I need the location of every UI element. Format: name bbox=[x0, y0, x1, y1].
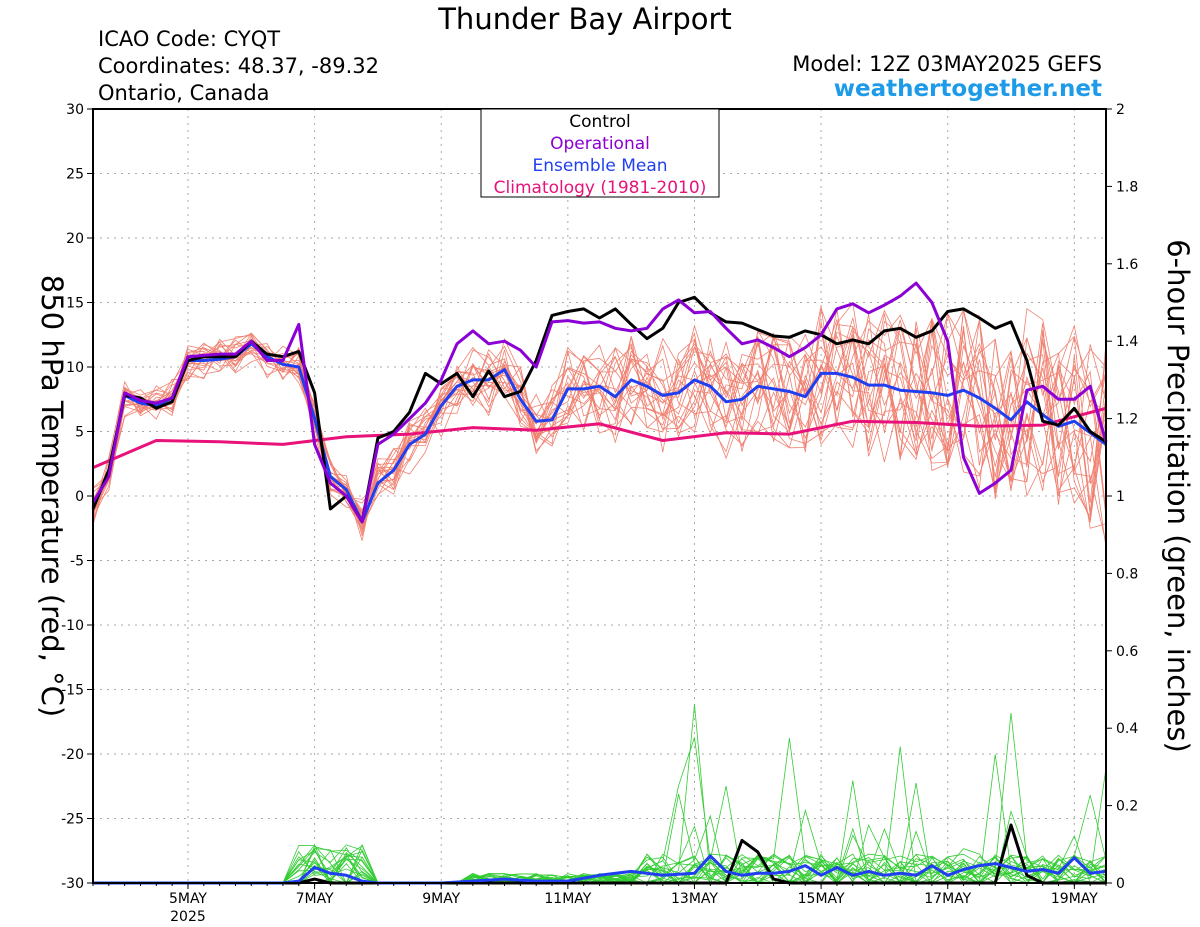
temperature-climatology-line bbox=[92, 406, 1107, 469]
precipitation-members bbox=[93, 704, 1107, 884]
x-tick-label: 7MAY bbox=[296, 891, 334, 907]
temperature-control-line bbox=[91, 295, 1107, 524]
right-tick-label: 1.6 bbox=[1116, 257, 1138, 273]
coordinates: Coordinates: 48.37, -89.32 bbox=[98, 54, 379, 78]
x-tick-label: 9MAY bbox=[422, 891, 460, 907]
x-tick-label: 11MAY bbox=[544, 891, 591, 907]
right-tick-label: 0.4 bbox=[1116, 721, 1138, 737]
legend-box bbox=[480, 108, 720, 198]
right-tick-label: 1 bbox=[1116, 489, 1125, 505]
temperature-member-line bbox=[92, 306, 1107, 531]
right-tick-label: 1.8 bbox=[1116, 179, 1138, 195]
left-tick-label: -15 bbox=[61, 683, 84, 699]
right-axis-label: 6-hour Precipitation (green, inches) bbox=[1161, 239, 1195, 753]
x-axis-ticks: 5MAY 2025 7MAY 9MAY 11MAY 13MAY 15MAY 17MAY 19MA… bbox=[92, 883, 1107, 925]
temperature-member-line bbox=[92, 338, 1107, 543]
left-tick-label: -20 bbox=[61, 747, 84, 763]
region: Ontario, Canada bbox=[98, 81, 270, 105]
site-link[interactable]: weathertogether.net bbox=[833, 76, 1102, 102]
legend-entry: Ensemble Mean bbox=[532, 156, 667, 176]
left-tick-label: 10 bbox=[66, 360, 84, 376]
x-tick-label: 17MAY bbox=[924, 891, 971, 907]
right-tick-label: 0.6 bbox=[1116, 644, 1138, 660]
left-tick-label: 15 bbox=[66, 296, 84, 312]
left-tick-label: 20 bbox=[66, 231, 84, 247]
grid-lines bbox=[93, 109, 1106, 883]
left-tick-label: -10 bbox=[61, 618, 84, 634]
precipitation-member-line bbox=[93, 737, 1107, 884]
temperature-member-line bbox=[92, 321, 1107, 534]
left-tick-label: -25 bbox=[61, 812, 84, 828]
left-tick-label: -5 bbox=[70, 554, 84, 570]
right-tick-label: 0 bbox=[1116, 876, 1125, 892]
x-tick-label: 5MAY bbox=[169, 891, 207, 907]
right-tick-label: 2 bbox=[1116, 102, 1125, 118]
precipitation-member-line bbox=[93, 704, 1107, 884]
precipitation-member-line bbox=[93, 712, 1107, 884]
icao-code: ICAO Code: CYQT bbox=[98, 27, 281, 51]
temperature-member-line bbox=[92, 308, 1107, 522]
right-axis-ticks: 2 1.8 1.6 1.4 1.2 1 0.8 0.6 0.4 0.2 0 bbox=[1106, 102, 1138, 892]
legend-entry: Operational bbox=[550, 134, 650, 154]
x-tick-label: 13MAY bbox=[671, 891, 718, 907]
precipitation-member-line bbox=[93, 780, 1107, 884]
left-tick-label: -30 bbox=[61, 876, 84, 892]
left-axis-label: 850 hPa Temperature (red, °C) bbox=[35, 275, 69, 717]
legend-entry: Climatology (1981-2010) bbox=[494, 178, 707, 198]
chart-title: Thunder Bay Airport bbox=[438, 2, 732, 36]
model-run: Model: 12Z 03MAY2025 GEFS bbox=[792, 52, 1102, 76]
right-tick-label: 1.4 bbox=[1116, 334, 1138, 350]
right-tick-label: 1.2 bbox=[1116, 412, 1138, 428]
temperature-operational-line bbox=[91, 281, 1108, 524]
x-tick-sublabel: 2025 bbox=[170, 909, 206, 925]
left-tick-label: 25 bbox=[66, 167, 84, 183]
left-tick-label: 5 bbox=[75, 425, 84, 441]
legend-entry: Control bbox=[569, 112, 630, 132]
x-tick-label: 15MAY bbox=[798, 891, 845, 907]
x-tick-label: 19MAY bbox=[1051, 891, 1098, 907]
precipitation-member-line bbox=[93, 738, 1107, 884]
left-tick-label: 30 bbox=[66, 102, 84, 118]
left-tick-label: 0 bbox=[75, 489, 84, 505]
right-tick-label: 0.2 bbox=[1116, 799, 1138, 815]
right-tick-label: 0.8 bbox=[1116, 566, 1138, 582]
left-axis-ticks: 30 25 20 15 10 5 0 -5 -10 -15 -20 -25 -30 bbox=[61, 102, 93, 892]
